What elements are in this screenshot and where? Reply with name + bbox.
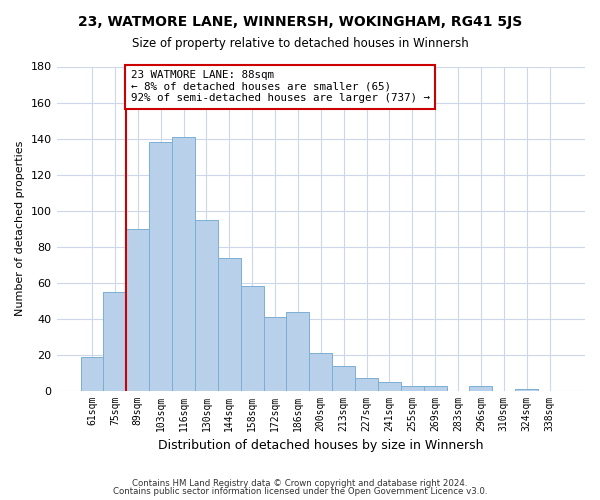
- Bar: [127, 229, 149, 391]
- Bar: [263, 317, 286, 391]
- Text: 23, WATMORE LANE, WINNERSH, WOKINGHAM, RG41 5JS: 23, WATMORE LANE, WINNERSH, WOKINGHAM, R…: [78, 15, 522, 29]
- Bar: [424, 386, 446, 391]
- Bar: [515, 390, 538, 391]
- Y-axis label: Number of detached properties: Number of detached properties: [15, 141, 25, 316]
- Bar: [286, 312, 310, 391]
- Bar: [310, 353, 332, 391]
- Text: Size of property relative to detached houses in Winnersh: Size of property relative to detached ho…: [131, 38, 469, 51]
- Bar: [469, 386, 493, 391]
- Bar: [241, 286, 263, 391]
- X-axis label: Distribution of detached houses by size in Winnersh: Distribution of detached houses by size …: [158, 440, 484, 452]
- Bar: [401, 386, 424, 391]
- Text: Contains public sector information licensed under the Open Government Licence v3: Contains public sector information licen…: [113, 487, 487, 496]
- Bar: [332, 366, 355, 391]
- Bar: [172, 137, 195, 391]
- Text: 23 WATMORE LANE: 88sqm
← 8% of detached houses are smaller (65)
92% of semi-deta: 23 WATMORE LANE: 88sqm ← 8% of detached …: [131, 70, 430, 103]
- Bar: [80, 357, 103, 391]
- Bar: [218, 258, 241, 391]
- Text: Contains HM Land Registry data © Crown copyright and database right 2024.: Contains HM Land Registry data © Crown c…: [132, 478, 468, 488]
- Bar: [103, 292, 127, 391]
- Bar: [195, 220, 218, 391]
- Bar: [149, 142, 172, 391]
- Bar: [378, 382, 401, 391]
- Bar: [355, 378, 378, 391]
